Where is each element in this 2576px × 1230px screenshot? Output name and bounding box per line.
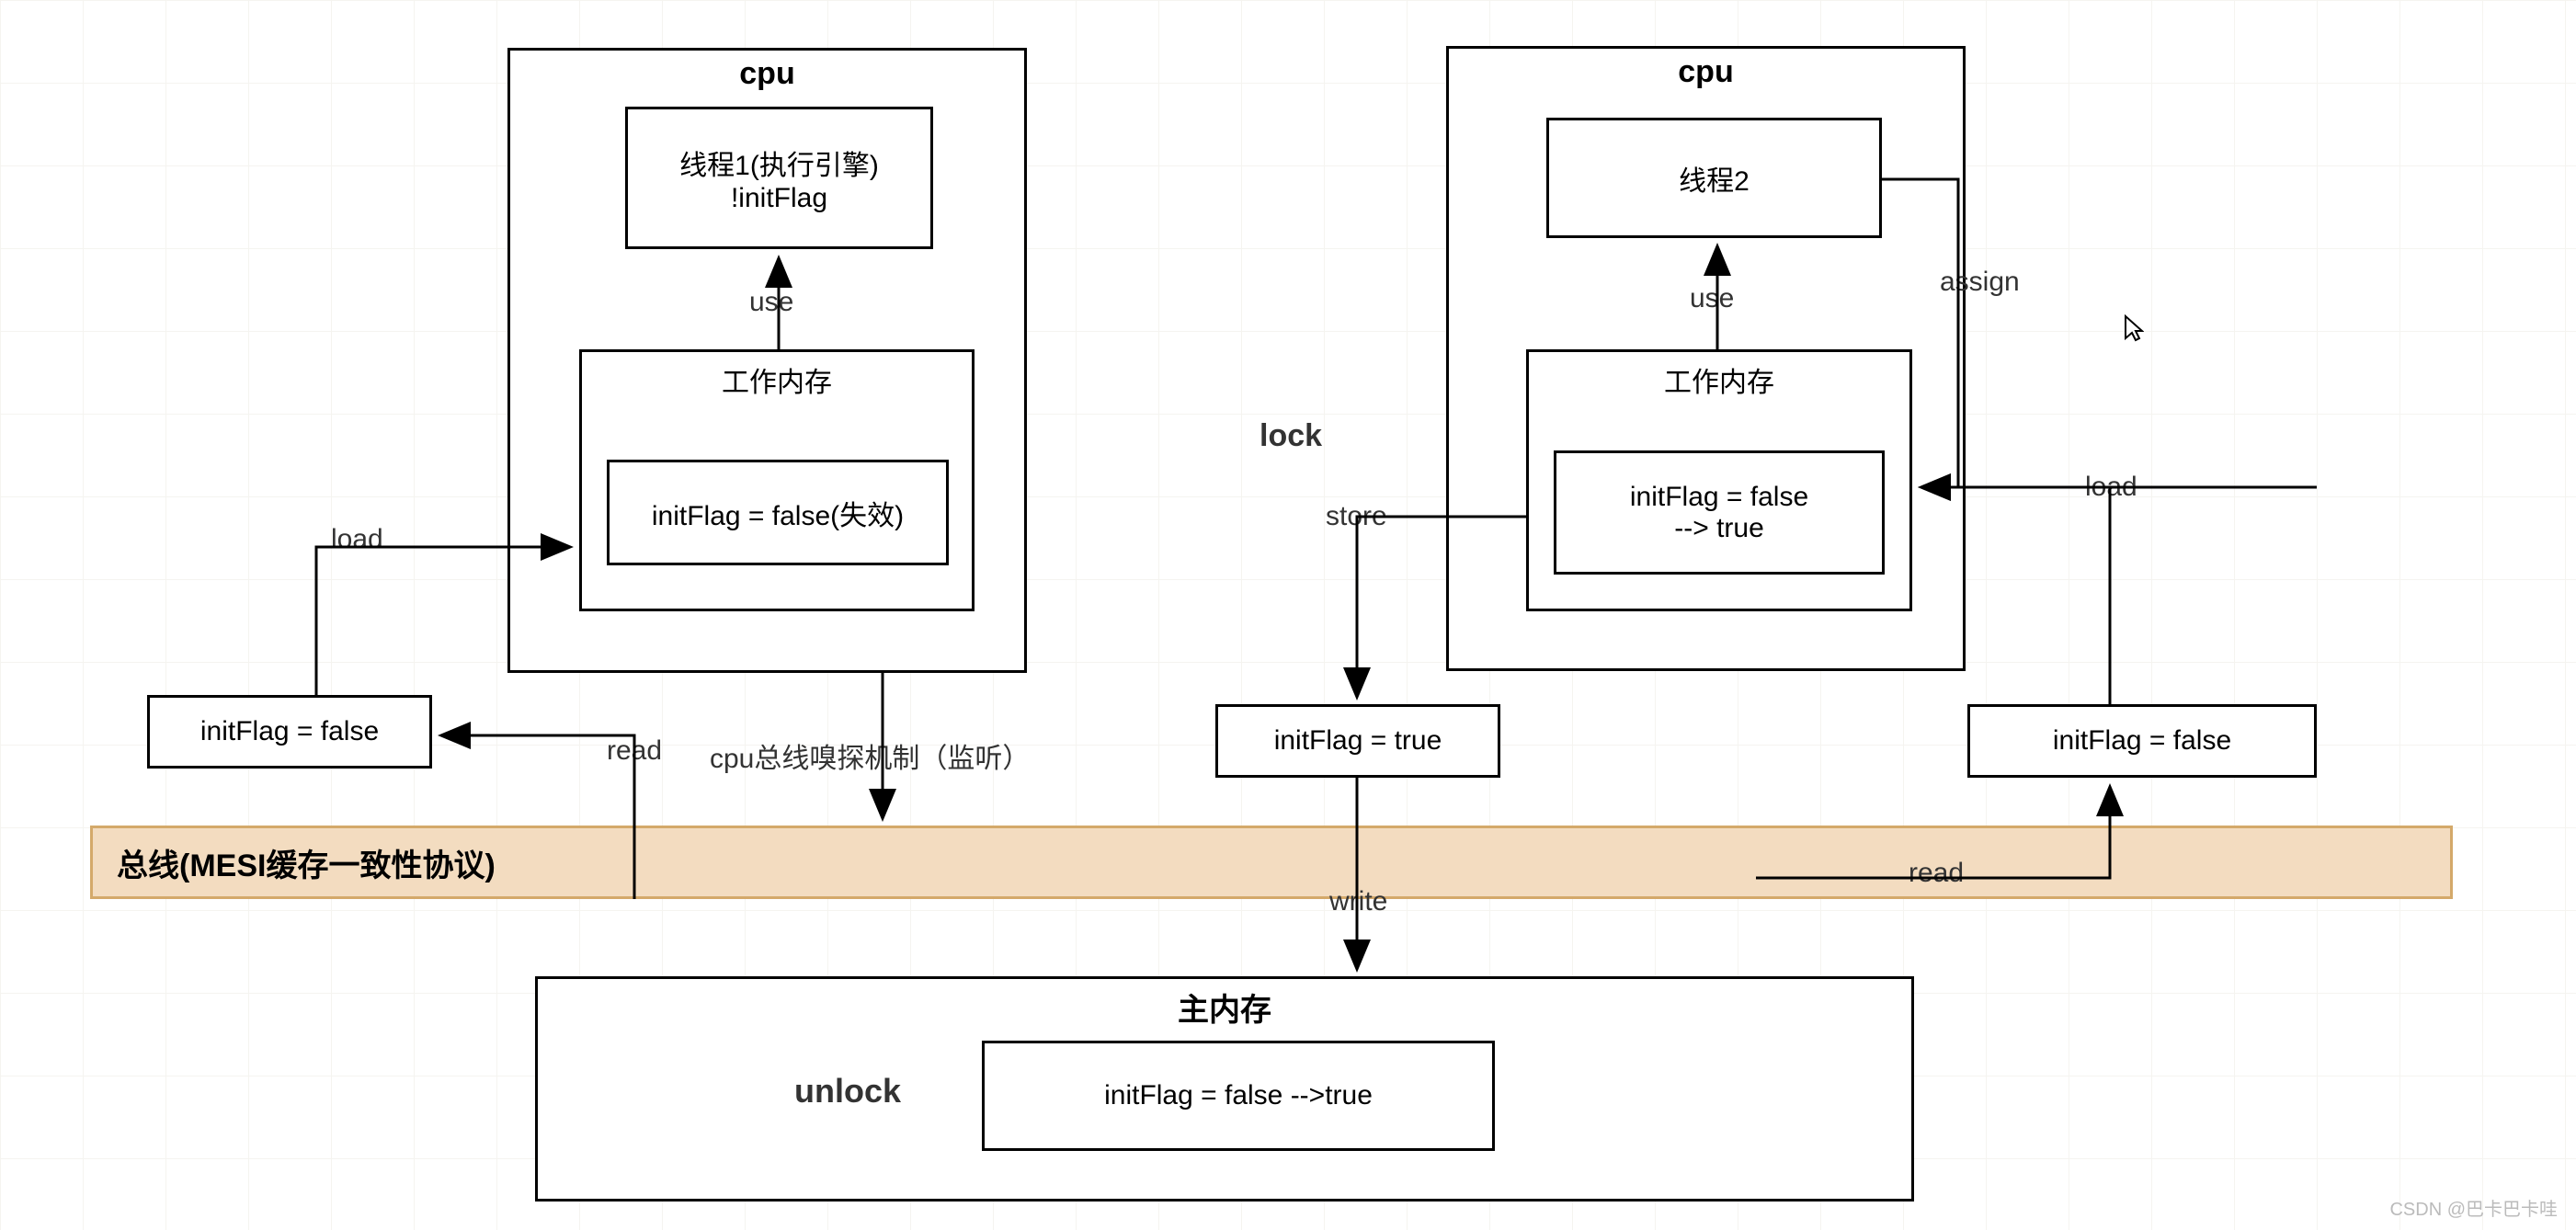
cpu1-use-label: use	[749, 287, 793, 318]
mid-left-text: initFlag = false	[200, 716, 379, 747]
write-label: write	[1329, 886, 1387, 917]
cpu1-thread-line2: !initFlag	[731, 183, 827, 214]
load-left-label: load	[331, 524, 383, 555]
cpu1-title: cpu	[739, 56, 794, 92]
cpu2-workmem-value-l1: initFlag = false	[1630, 482, 1808, 513]
main-mem-title: 主内存	[1178, 985, 1271, 1030]
cpu2-workmem-inner: initFlag = false --> true	[1554, 450, 1885, 575]
watermark: CSDN @巴卡巴卡哇	[2389, 1194, 2558, 1221]
main-mem-value: initFlag = false -->true	[1104, 1080, 1373, 1111]
cpu2-thread-text: 线程2	[1679, 158, 1750, 199]
cpu2-title: cpu	[1678, 54, 1733, 90]
mid-left-box: initFlag = false	[147, 695, 432, 769]
read-left-label: read	[607, 735, 662, 767]
cpu1-workmem-title: 工作内存	[722, 359, 832, 400]
cpu1-workmem-inner: initFlag = false(失效)	[607, 460, 949, 565]
read-right-label: read	[1909, 858, 1964, 889]
cpu2-thread-box: 线程2	[1546, 118, 1882, 238]
cpu2-workmem-title: 工作内存	[1664, 359, 1774, 400]
unlock-label: unlock	[794, 1072, 901, 1110]
mid-right-box: initFlag = false	[1967, 704, 2317, 778]
bus-bar: 总线(MESI缓存一致性协议)	[90, 826, 2453, 899]
cpu2-use-label: use	[1690, 283, 1734, 314]
cpu1-thread-box: 线程1(执行引擎) !initFlag	[625, 107, 933, 249]
main-mem-inner: initFlag = false -->true	[982, 1041, 1495, 1151]
bus-text: 总线(MESI缓存一致性协议)	[117, 840, 496, 885]
cpu2-assign-label: assign	[1940, 267, 2020, 298]
sniff-label: cpu总线嗅探机制（监听）	[710, 735, 1030, 776]
mid-center-box: initFlag = true	[1215, 704, 1500, 778]
mid-center-text: initFlag = true	[1274, 725, 1442, 757]
cpu1-workmem-value: initFlag = false(失效)	[652, 493, 904, 533]
cpu1-thread-line1: 线程1(执行引擎)	[679, 142, 879, 183]
load-right-label: load	[2085, 472, 2137, 503]
store-label: store	[1326, 501, 1387, 532]
mid-right-text: initFlag = false	[2053, 725, 2231, 757]
cpu2-workmem-value-l2: --> true	[1674, 513, 1764, 544]
cursor-icon	[2124, 314, 2144, 342]
lock-label: lock	[1260, 418, 1322, 454]
